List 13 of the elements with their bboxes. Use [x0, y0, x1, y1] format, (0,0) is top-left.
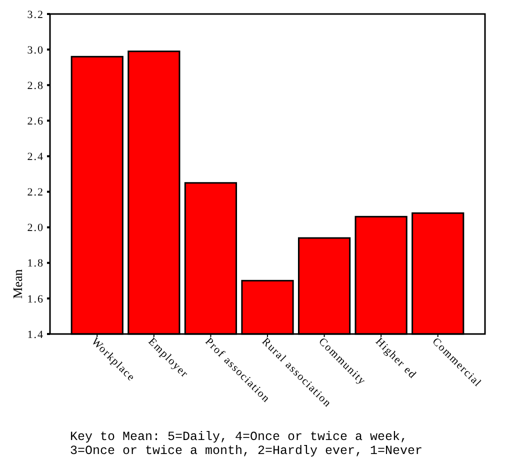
text: Key to Mean: 5=Daily, 4=Once or twice a week, [70, 430, 408, 444]
y-tick-label: 1.6 [27, 293, 44, 306]
y-tick-label: 2.0 [27, 222, 44, 234]
y-tick-label: 2.2 [27, 186, 44, 199]
y-tick-label: 3.0 [27, 44, 44, 56]
y-tick-label: 2.6 [27, 116, 44, 128]
y-tick-label: 1.8 [27, 258, 44, 270]
y-tick-label: 2.4 [27, 151, 44, 164]
text: 3=Once or twice a month, 2=Hardly ever, 1=Never [70, 444, 423, 458]
y-tick-label: 3.2 [27, 8, 44, 21]
y-tick-label: 2.8 [27, 80, 44, 92]
y-axis-title: Mean [10, 268, 25, 299]
y-tick-label: 1.4 [27, 328, 44, 341]
